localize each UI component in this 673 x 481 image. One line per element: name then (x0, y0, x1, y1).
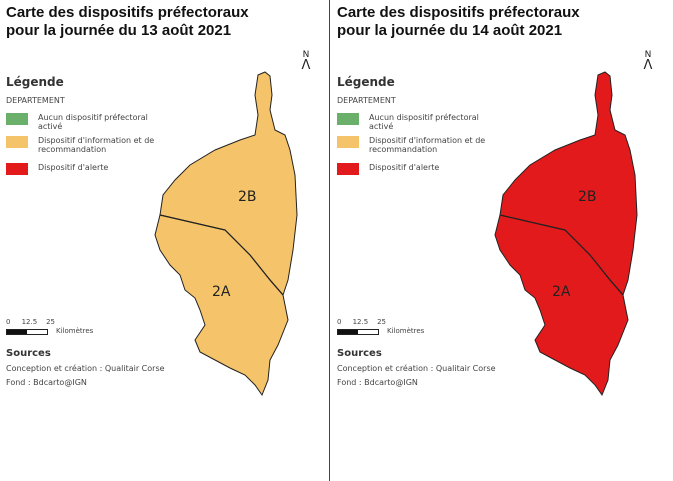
sources-line: Fond : Bdcarto@IGN (6, 378, 87, 387)
legend-item: Dispositif d'information et de recommand… (6, 136, 156, 154)
sources-title: Sources (337, 348, 382, 359)
legend-swatch (337, 136, 359, 148)
legend-swatch (6, 163, 28, 175)
scale-bar (6, 329, 48, 335)
sources-line: Conception et création : Qualitair Corse (337, 364, 496, 373)
legend-subtitle: DEPARTEMENT (6, 96, 65, 105)
legend-item: Dispositif d'information et de recommand… (337, 136, 487, 154)
scale-bar (337, 329, 379, 335)
legend-title: Légende (337, 75, 395, 89)
scale-unit: Kilomètres (56, 327, 94, 335)
legend-swatch (6, 113, 28, 125)
legend-item: Aucun dispositif préfectoral activé (6, 113, 156, 131)
corsica-map: 2B 2A (154, 71, 298, 397)
sources-line: Conception et création : Qualitair Corse (6, 364, 165, 373)
map-panel-13-aout: Carte des dispositifs préfectoraux pour l… (0, 0, 330, 481)
map-title: Carte des dispositifs préfectoraux pour l… (337, 4, 580, 39)
department-boundary (159, 214, 284, 296)
label-2a: 2A (212, 284, 231, 300)
sources-title: Sources (6, 348, 51, 359)
department-boundary (499, 214, 624, 296)
legend-swatch (337, 113, 359, 125)
label-2a: 2A (552, 284, 571, 300)
legend-subtitle: DEPARTEMENT (337, 96, 396, 105)
north-arrow-icon: Λ (643, 58, 653, 73)
corsica-map: 2B 2A (494, 71, 638, 397)
label-2b: 2B (578, 189, 597, 205)
legend-swatch (6, 136, 28, 148)
scale-ticks: 0 12.5 25 (6, 318, 55, 326)
map-title: Carte des dispositifs préfectoraux pour l… (6, 4, 249, 39)
label-2b: 2B (238, 189, 257, 205)
legend-title: Légende (6, 75, 64, 89)
north-arrow-icon: Λ (301, 58, 311, 73)
legend-item: Aucun dispositif préfectoral activé (337, 113, 487, 131)
scale-ticks: 0 12.5 25 (337, 318, 386, 326)
scale-unit: Kilomètres (387, 327, 425, 335)
legend-item: Dispositif d'alerte (337, 163, 487, 175)
legend-item: Dispositif d'alerte (6, 163, 156, 175)
map-panel-14-aout: Carte des dispositifs préfectoraux pour l… (331, 0, 661, 481)
panel-divider (329, 0, 330, 481)
legend-swatch (337, 163, 359, 175)
sources-line: Fond : Bdcarto@IGN (337, 378, 418, 387)
